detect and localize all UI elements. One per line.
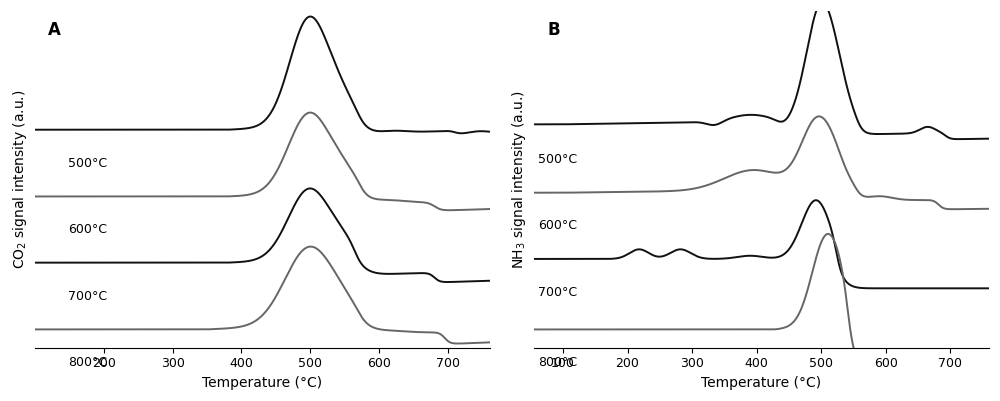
Text: 600°C: 600°C <box>68 223 107 237</box>
X-axis label: Temperature (°C): Temperature (°C) <box>202 376 322 390</box>
Y-axis label: NH$_3$ signal intensity (a.u.): NH$_3$ signal intensity (a.u.) <box>510 90 528 269</box>
Text: 500°C: 500°C <box>68 157 107 170</box>
Text: 600°C: 600°C <box>538 219 577 233</box>
Y-axis label: CO$_2$ signal intensity (a.u.): CO$_2$ signal intensity (a.u.) <box>11 90 29 269</box>
X-axis label: Temperature (°C): Temperature (°C) <box>701 376 821 390</box>
Text: 700°C: 700°C <box>538 286 578 299</box>
Text: A: A <box>48 21 61 39</box>
Text: 800°C: 800°C <box>68 356 107 369</box>
Text: 800°C: 800°C <box>538 356 578 369</box>
Text: B: B <box>548 21 560 39</box>
Text: 700°C: 700°C <box>68 290 107 303</box>
Text: 500°C: 500°C <box>538 153 578 166</box>
